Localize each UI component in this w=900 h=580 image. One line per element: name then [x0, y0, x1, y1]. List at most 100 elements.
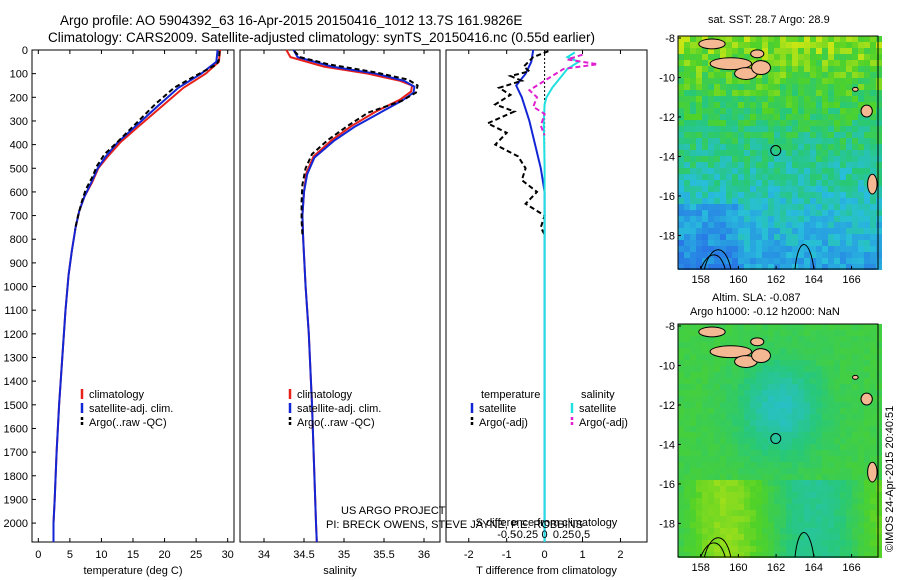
map-cell — [762, 258, 768, 264]
island-shape — [867, 173, 878, 195]
map-cell — [702, 234, 708, 240]
map-cell — [762, 228, 768, 234]
map-cell — [762, 528, 768, 534]
map-cell — [762, 426, 768, 432]
map-cell — [804, 498, 810, 504]
map-cell — [732, 336, 738, 342]
map-cell — [876, 474, 882, 480]
map-cell — [690, 342, 696, 348]
map-cell — [708, 426, 714, 432]
map-cell — [846, 378, 852, 384]
map-cell — [846, 342, 852, 348]
map-cell — [828, 480, 834, 486]
map-cell — [876, 192, 882, 198]
map-cell — [768, 108, 774, 114]
map-cell — [690, 468, 696, 474]
map-cell — [834, 348, 840, 354]
map-cell — [786, 456, 792, 462]
map-cell — [810, 186, 816, 192]
map-cell — [762, 546, 768, 552]
project-credit: US ARGO PROJECT — [341, 505, 446, 517]
map-cell — [744, 252, 750, 258]
map-cell — [828, 246, 834, 252]
map-cell — [876, 150, 882, 156]
map-cell — [780, 204, 786, 210]
map-cell — [690, 78, 696, 84]
map-cell — [876, 486, 882, 492]
map-cell — [720, 396, 726, 402]
map-cell — [828, 504, 834, 510]
map-cell — [792, 96, 798, 102]
map-cell — [708, 336, 714, 342]
map-cell — [678, 474, 684, 480]
map-cell — [720, 252, 726, 258]
map-cell — [804, 354, 810, 360]
sla-map-subtitle: Argo h1000: -0.12 h2000: NaN — [690, 306, 840, 318]
map-cell — [852, 120, 858, 126]
map-cell — [714, 168, 720, 174]
map-cell — [702, 144, 708, 150]
map-cell — [696, 450, 702, 456]
map-cell — [768, 144, 774, 150]
map-cell — [864, 444, 870, 450]
map-cell — [786, 222, 792, 228]
map-cell — [780, 360, 786, 366]
map-cell — [726, 390, 732, 396]
map-cell — [708, 432, 714, 438]
map-cell — [762, 342, 768, 348]
map-cell — [834, 336, 840, 342]
map-cell — [768, 48, 774, 54]
map-cell — [750, 348, 756, 354]
island-shape — [751, 348, 771, 364]
map-cell — [738, 480, 744, 486]
map-cell — [750, 240, 756, 246]
map-cell — [714, 552, 720, 558]
map-cell — [774, 342, 780, 348]
map-cell — [810, 486, 816, 492]
map-cell — [792, 438, 798, 444]
map-cell — [804, 156, 810, 162]
map-cell — [828, 498, 834, 504]
map-cell — [834, 438, 840, 444]
map-cell — [786, 474, 792, 480]
map-cell — [804, 342, 810, 348]
map-cell — [720, 150, 726, 156]
map-cell — [828, 174, 834, 180]
map-cell — [756, 120, 762, 126]
map-cell — [702, 420, 708, 426]
map-cell — [690, 246, 696, 252]
map-cell — [780, 84, 786, 90]
map-cell — [678, 444, 684, 450]
map-cell — [756, 414, 762, 420]
map-cell — [876, 198, 882, 204]
map-cell — [696, 150, 702, 156]
map-cell — [744, 456, 750, 462]
map-cell — [732, 510, 738, 516]
map-cell — [852, 360, 858, 366]
map-cell — [858, 438, 864, 444]
map-cell — [696, 72, 702, 78]
map-cell — [792, 510, 798, 516]
map-x-tick-label: 160 — [729, 562, 747, 574]
map-cell — [690, 174, 696, 180]
map-cell — [804, 216, 810, 222]
map-cell — [750, 408, 756, 414]
map-cell — [744, 216, 750, 222]
map-cell — [786, 432, 792, 438]
map-cell — [798, 552, 804, 558]
map-cell — [750, 162, 756, 168]
map-cell — [858, 456, 864, 462]
map-cell — [870, 516, 876, 522]
map-cell — [696, 348, 702, 354]
map-cell — [804, 246, 810, 252]
map-cell — [864, 174, 870, 180]
map-cell — [762, 102, 768, 108]
map-cell — [804, 534, 810, 540]
map-cell — [732, 408, 738, 414]
map-cell — [792, 534, 798, 540]
map-cell — [798, 354, 804, 360]
map-cell — [756, 174, 762, 180]
map-cell — [732, 138, 738, 144]
map-cell — [684, 90, 690, 96]
map-cell — [738, 336, 744, 342]
